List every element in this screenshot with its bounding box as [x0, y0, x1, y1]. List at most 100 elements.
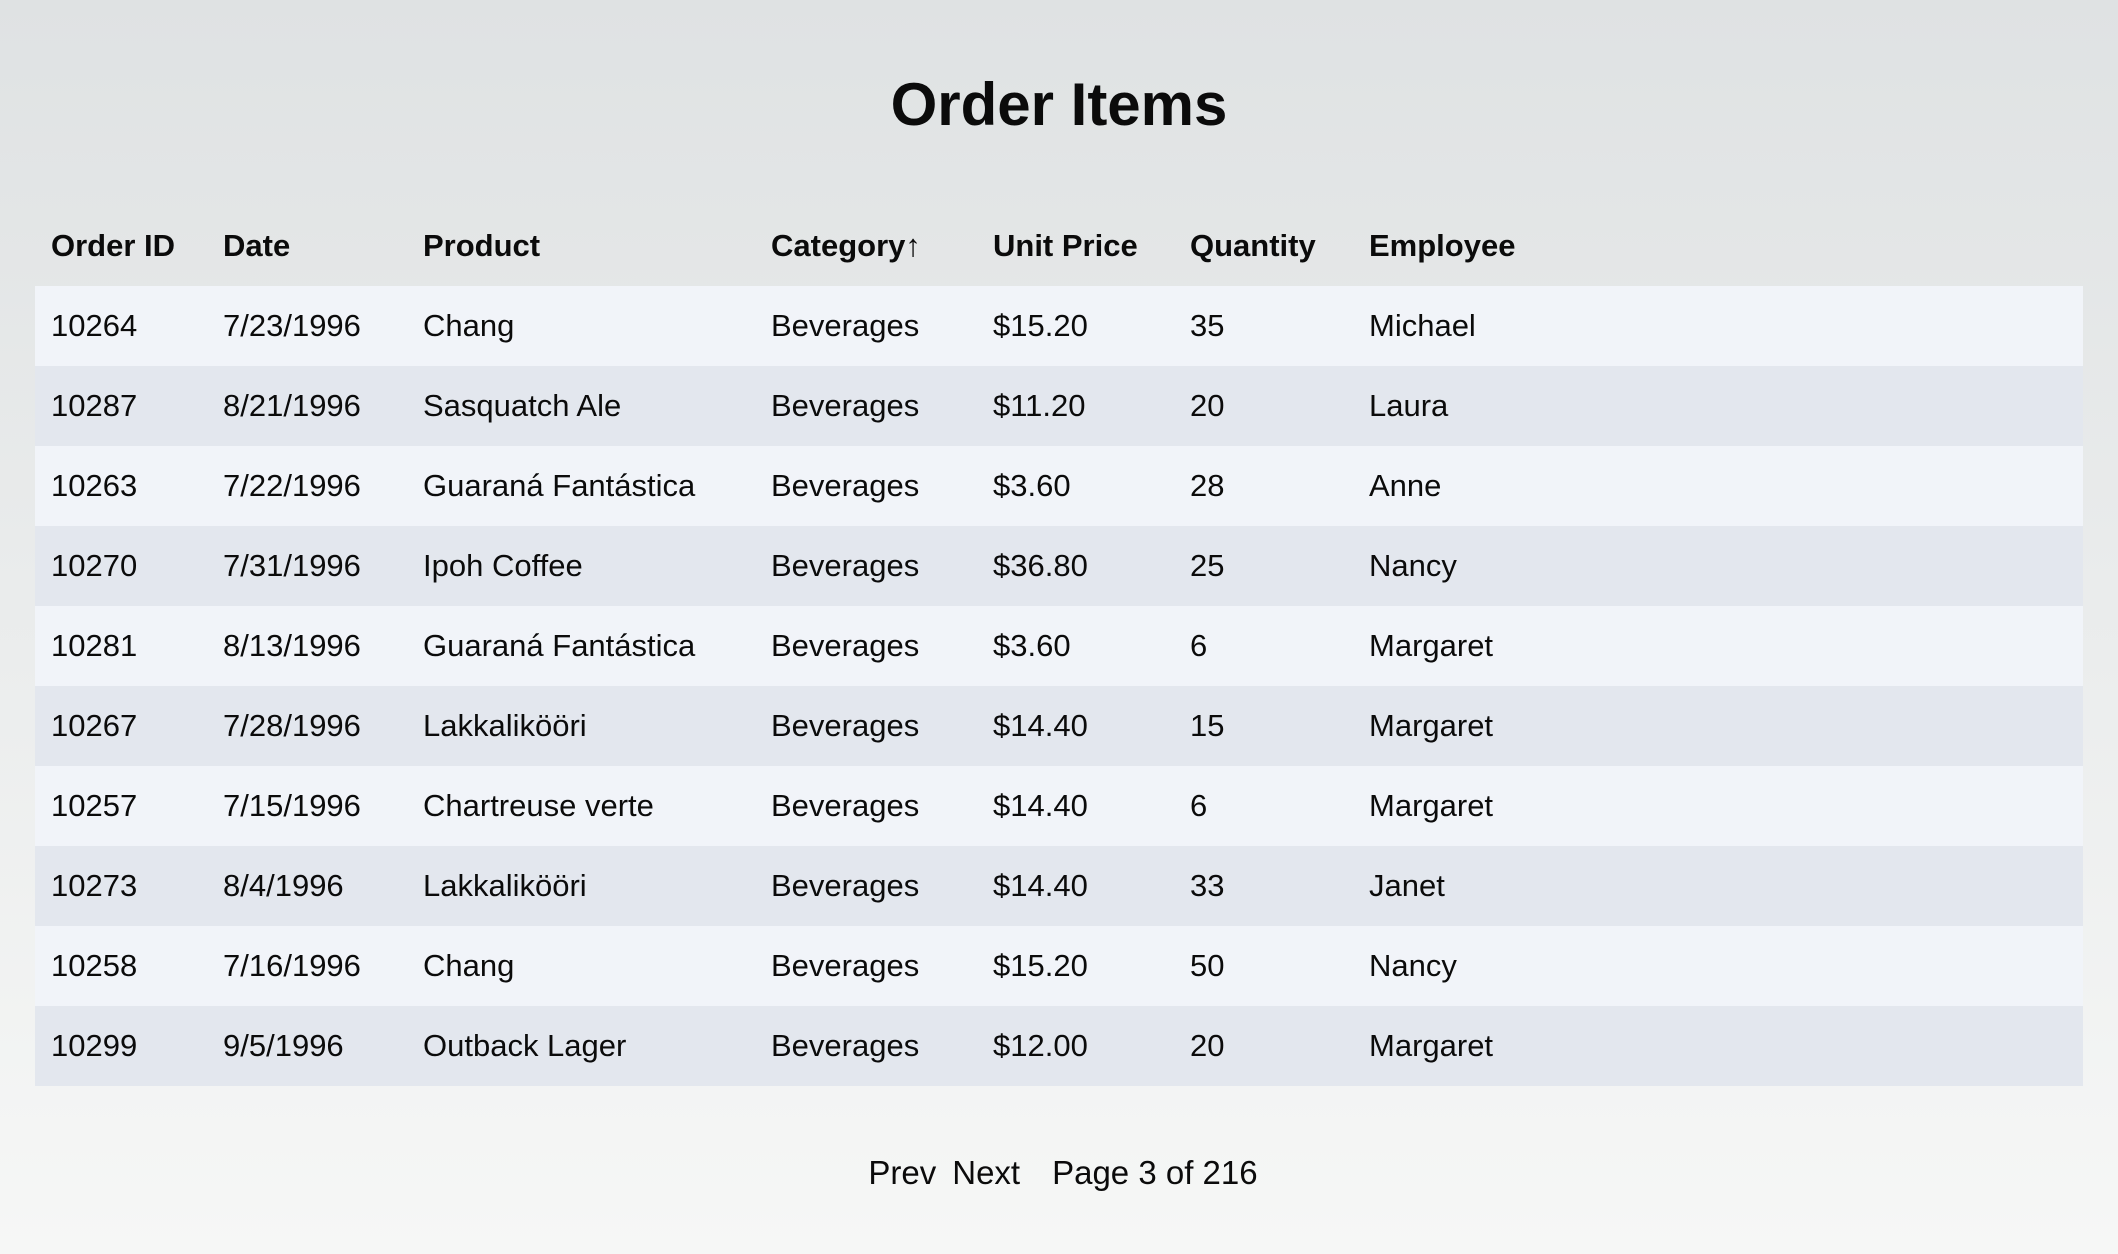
column-header-label: Product [423, 228, 541, 263]
cell-product: Chang [423, 308, 515, 343]
table-row[interactable]: 10257 7/15/1996 Chartreuse verte Beverages $… [35, 766, 2083, 846]
cell-category: Beverages [771, 548, 920, 583]
cell-employee: Margaret [1369, 708, 1494, 743]
cell-quantity: 35 [1190, 308, 1225, 343]
cell-unit-price: $3.60 [993, 468, 1071, 503]
table-row[interactable]: 10267 7/28/1996 Lakkalikööri Beverages $14.4… [35, 686, 2083, 766]
sort-ascending-icon: ↑ [905, 228, 921, 263]
cell-date: 8/13/1996 [223, 628, 361, 663]
cell-quantity: 20 [1190, 1028, 1225, 1063]
order-items-table: Order ID Date Product Category↑ Unit Price Qu… [35, 206, 2083, 1086]
cell-quantity: 28 [1190, 468, 1225, 503]
next-button[interactable]: Next [952, 1154, 1021, 1191]
column-header-label: Quantity [1190, 228, 1316, 263]
cell-unit-price: $15.20 [993, 308, 1088, 343]
cell-product: Lakkalikööri [423, 708, 587, 743]
cell-employee: Margaret [1369, 628, 1494, 663]
column-header-label: Category [771, 228, 906, 263]
cell-employee: Michael [1369, 308, 1476, 343]
cell-date: 7/31/1996 [223, 548, 361, 583]
cell-order-id: 10287 [51, 388, 138, 423]
cell-unit-price: $15.20 [993, 948, 1088, 983]
cell-product: Lakkalikööri [423, 868, 587, 903]
cell-order-id: 10281 [51, 628, 138, 663]
table-row[interactable]: 10270 7/31/1996 Ipoh Coffee Beverages $36.80… [35, 526, 2083, 606]
cell-category: Beverages [771, 788, 920, 823]
table-row[interactable]: 10299 9/5/1996 Outback Lager Beverages $12.0… [35, 1006, 2083, 1086]
cell-category: Beverages [771, 628, 920, 663]
cell-quantity: 50 [1190, 948, 1225, 983]
cell-order-id: 10273 [51, 868, 138, 903]
cell-category: Beverages [771, 468, 920, 503]
cell-category: Beverages [771, 948, 920, 983]
cell-employee: Anne [1369, 468, 1442, 503]
cell-employee: Margaret [1369, 1028, 1494, 1063]
cell-employee: Janet [1369, 868, 1445, 903]
column-header-category[interactable]: Category↑ [755, 206, 977, 286]
cell-date: 8/21/1996 [223, 388, 361, 423]
cell-category: Beverages [771, 308, 920, 343]
column-header-order-id[interactable]: Order ID [35, 206, 207, 286]
table-row[interactable]: 10281 8/13/1996 Guaraná Fantástica Beverage… [35, 606, 2083, 686]
cell-employee: Margaret [1369, 788, 1494, 823]
cell-quantity: 25 [1190, 548, 1225, 583]
cell-employee: Nancy [1369, 548, 1457, 583]
cell-quantity: 15 [1190, 708, 1225, 743]
cell-unit-price: $12.00 [993, 1028, 1088, 1063]
column-header-label: Unit Price [993, 228, 1138, 263]
cell-order-id: 10257 [51, 788, 138, 823]
pagination: Prev Next Page 3 of 216 [0, 1150, 2118, 1196]
table-row[interactable]: 10287 8/21/1996 Sasquatch Ale Beverages $11.… [35, 366, 2083, 446]
table-row[interactable]: 10273 8/4/1996 Lakkalikööri Beverages $14.40… [35, 846, 2083, 926]
cell-product: Sasquatch Ale [423, 388, 622, 423]
cell-category: Beverages [771, 868, 920, 903]
cell-date: 7/16/1996 [223, 948, 361, 983]
table-row[interactable]: 10264 7/23/1996 Chang Beverages $15.20 35 Mich… [35, 286, 2083, 366]
cell-employee: Nancy [1369, 948, 1457, 983]
cell-category: Beverages [771, 708, 920, 743]
cell-product: Guaraná Fantástica [423, 628, 696, 663]
cell-date: 7/28/1996 [223, 708, 361, 743]
column-header-label: Order ID [51, 228, 176, 263]
cell-quantity: 20 [1190, 388, 1225, 423]
cell-order-id: 10299 [51, 1028, 138, 1063]
cell-employee: Laura [1369, 388, 1449, 423]
cell-date: 7/15/1996 [223, 788, 361, 823]
cell-unit-price: $11.20 [993, 388, 1086, 423]
cell-product: Ipoh Coffee [423, 548, 583, 583]
column-header-unit-price[interactable]: Unit Price [977, 206, 1174, 286]
column-header-employee[interactable]: Employee [1353, 206, 2083, 286]
table-row[interactable]: 10263 7/22/1996 Guaraná Fantástica Beverage… [35, 446, 2083, 526]
cell-product: Outback Lager [423, 1028, 627, 1063]
cell-date: 7/23/1996 [223, 308, 361, 343]
page-title: Order Items [890, 71, 1228, 138]
cell-quantity: 6 [1190, 788, 1208, 823]
table-row[interactable]: 10258 7/16/1996 Chang Beverages $15.20 50 Nanc… [35, 926, 2083, 1006]
column-header-label: Date [223, 228, 291, 263]
cell-date: 8/4/1996 [223, 868, 344, 903]
cell-date: 9/5/1996 [223, 1028, 344, 1063]
cell-unit-price: $14.40 [993, 868, 1088, 903]
cell-unit-price: $14.40 [993, 708, 1088, 743]
cell-order-id: 10270 [51, 548, 138, 583]
cell-date: 7/22/1996 [223, 468, 361, 503]
prev-button[interactable]: Prev [868, 1154, 937, 1191]
cell-product: Chang [423, 948, 515, 983]
cell-order-id: 10263 [51, 468, 138, 503]
column-header-date[interactable]: Date [207, 206, 407, 286]
cell-unit-price: $3.60 [993, 628, 1071, 663]
column-header-label: Employee [1369, 228, 1516, 263]
cell-product: Chartreuse verte [423, 788, 654, 823]
cell-order-id: 10264 [51, 308, 138, 343]
column-header-product[interactable]: Product [407, 206, 755, 286]
cell-unit-price: $36.80 [993, 548, 1088, 583]
cell-quantity: 6 [1190, 628, 1208, 663]
column-header-quantity[interactable]: Quantity [1174, 206, 1353, 286]
cell-category: Beverages [771, 1028, 920, 1063]
page-info: Page 3 of 216 [1052, 1154, 1258, 1191]
cell-category: Beverages [771, 388, 920, 423]
cell-order-id: 10258 [51, 948, 138, 983]
cell-product: Guaraná Fantástica [423, 468, 696, 503]
cell-order-id: 10267 [51, 708, 138, 743]
cell-quantity: 33 [1190, 868, 1225, 903]
